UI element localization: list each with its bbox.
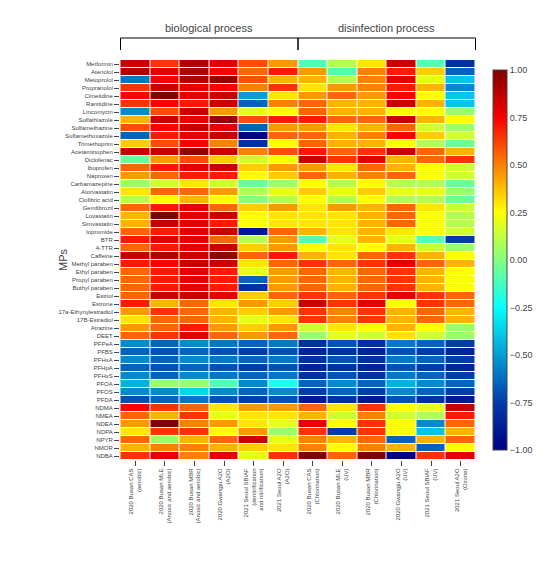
- svg-text:1.00: 1.00: [510, 65, 528, 75]
- svg-text:2020 Gwangju A2O(A2O): 2020 Gwangju A2O(A2O): [217, 468, 231, 520]
- svg-text:Lincomycin: Lincomycin: [83, 109, 113, 115]
- svg-text:0.50: 0.50: [510, 160, 528, 170]
- svg-text:Estriol: Estriol: [96, 293, 113, 299]
- svg-text:Methyl paraben: Methyl paraben: [71, 261, 112, 267]
- svg-text:Acetaminophen: Acetaminophen: [71, 149, 113, 155]
- svg-text:2020 Busan CAS(Chlorination): 2020 Busan CAS(Chlorination): [306, 468, 320, 514]
- svg-text:0.75: 0.75: [510, 113, 528, 123]
- svg-text:NDEA: NDEA: [96, 421, 113, 427]
- svg-text:Ranitidine: Ranitidine: [86, 101, 113, 107]
- svg-text:2021 Seoul A2O(Ozone): 2021 Seoul A2O(Ozone): [454, 468, 468, 512]
- svg-text:Diclofenac: Diclofenac: [85, 157, 113, 163]
- svg-text:4-TTR: 4-TTR: [96, 245, 114, 251]
- svg-text:2020 Busan MLE(UV): 2020 Busan MLE(UV): [335, 468, 349, 514]
- svg-text:2020 Gwangju A2O(UV): 2020 Gwangju A2O(UV): [395, 468, 409, 520]
- svg-text:PFDA: PFDA: [97, 397, 113, 403]
- svg-text:2020 Busan MLE(Anoxic and aero: 2020 Busan MLE(Anoxic and aerobic): [158, 468, 172, 523]
- svg-text:Carbamazepine: Carbamazepine: [70, 181, 113, 187]
- svg-text:PFOA: PFOA: [96, 381, 112, 387]
- svg-text:Metformin: Metformin: [86, 61, 113, 67]
- svg-text:Simvastatin: Simvastatin: [82, 221, 113, 227]
- svg-text:2021 Seoul SBiAF(UV): 2021 Seoul SBiAF(UV): [424, 468, 438, 517]
- svg-text:Metoprolol: Metoprolol: [85, 77, 113, 83]
- svg-text:2020 Busan MBR(Chlorination): 2020 Busan MBR(Chlorination): [365, 468, 379, 516]
- svg-text:PFHxA: PFHxA: [94, 357, 113, 363]
- svg-text:Propyl paraben: Propyl paraben: [72, 277, 113, 283]
- svg-text:0.25: 0.25: [510, 208, 528, 218]
- svg-text:2021 Seoul SBiAF(denitrificati: 2021 Seoul SBiAF(denitrificationand nitr…: [243, 468, 265, 517]
- svg-text:NDMA: NDMA: [95, 405, 113, 411]
- svg-text:NMEA: NMEA: [95, 413, 112, 419]
- svg-text:−0.50: −0.50: [510, 350, 533, 360]
- svg-text:2020 Busan CAS(aerobic): 2020 Busan CAS(aerobic): [128, 468, 142, 514]
- svg-text:2020 Busan MBR(Anoxic and aero: 2020 Busan MBR(Anoxic and aerobic): [188, 468, 202, 524]
- svg-text:Ibuprofen: Ibuprofen: [87, 165, 112, 171]
- svg-text:Atorvastatin: Atorvastatin: [81, 189, 113, 195]
- svg-text:NDBA: NDBA: [96, 453, 113, 459]
- svg-text:Cimetidine: Cimetidine: [84, 93, 113, 99]
- svg-text:disinfection process: disinfection process: [338, 22, 435, 34]
- svg-text:−0.25: −0.25: [510, 303, 533, 313]
- svg-text:NMOR: NMOR: [94, 445, 113, 451]
- svg-text:Lovastatin: Lovastatin: [85, 213, 112, 219]
- svg-text:PFOS: PFOS: [96, 389, 112, 395]
- svg-text:−1.00: −1.00: [510, 445, 533, 455]
- svg-text:Iopromide: Iopromide: [86, 229, 113, 235]
- svg-text:Ethyl paraben: Ethyl paraben: [76, 269, 113, 275]
- svg-text:Sulfathiazole: Sulfathiazole: [78, 117, 113, 123]
- svg-text:Sulfamethoxazole: Sulfamethoxazole: [65, 133, 113, 139]
- svg-text:17a-Ethynylestradiol: 17a-Ethynylestradiol: [58, 309, 112, 315]
- svg-text:Naproxen: Naproxen: [87, 173, 113, 179]
- svg-text:DEET: DEET: [97, 333, 113, 339]
- svg-text:2021 Seoul A2O(A2O): 2021 Seoul A2O(A2O): [276, 468, 290, 512]
- svg-text:Atenolol: Atenolol: [91, 69, 113, 75]
- svg-text:PFHpA: PFHpA: [93, 365, 112, 371]
- svg-text:Caffeine: Caffeine: [91, 253, 114, 259]
- svg-text:0.00: 0.00: [510, 255, 528, 265]
- svg-text:MPs: MPs: [57, 249, 69, 272]
- svg-text:NPYR: NPYR: [96, 437, 113, 443]
- svg-text:Gemfibrozil: Gemfibrozil: [82, 205, 112, 211]
- svg-text:PFPeA: PFPeA: [94, 341, 113, 347]
- svg-text:NDPA: NDPA: [97, 429, 113, 435]
- svg-text:PFBS: PFBS: [97, 349, 113, 355]
- svg-text:biological process: biological process: [165, 22, 253, 34]
- svg-text:Propranolol: Propranolol: [82, 85, 113, 91]
- svg-text:Buthyl paraben: Buthyl paraben: [72, 285, 112, 291]
- svg-text:Sulfamethazine: Sulfamethazine: [71, 125, 113, 131]
- svg-text:Atrazine: Atrazine: [91, 325, 114, 331]
- svg-text:PFHxS: PFHxS: [94, 373, 113, 379]
- svg-text:−0.75: −0.75: [510, 398, 533, 408]
- svg-text:Trimethoprim: Trimethoprim: [78, 141, 113, 147]
- svg-text:17B-Estradiol: 17B-Estradiol: [77, 317, 113, 323]
- svg-text:Estrone: Estrone: [92, 301, 113, 307]
- svg-text:BTR: BTR: [101, 237, 114, 243]
- svg-text:Clofibric acid: Clofibric acid: [78, 197, 112, 203]
